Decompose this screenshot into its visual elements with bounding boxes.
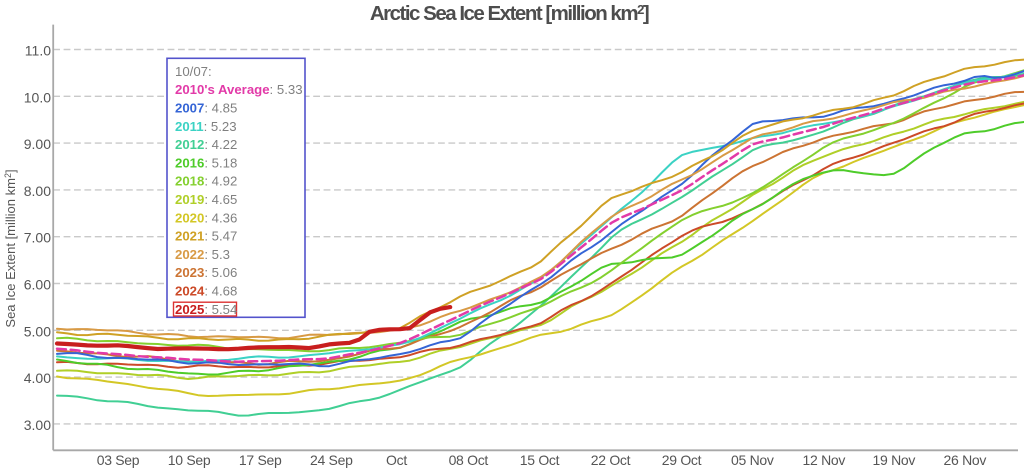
svg-text:17 Sep: 17 Sep (239, 452, 282, 468)
svg-text:2011: 5.23: 2011: 5.23 (175, 119, 237, 134)
svg-text:08 Oct: 08 Oct (449, 452, 489, 468)
svg-text:7.00: 7.00 (24, 230, 51, 246)
svg-text:4.00: 4.00 (24, 370, 51, 386)
svg-text:5.00: 5.00 (24, 323, 51, 339)
svg-text:26 Nov: 26 Nov (944, 452, 987, 468)
svg-text:29 Oct: 29 Oct (662, 452, 702, 468)
svg-text:2018: 4.92: 2018: 4.92 (175, 174, 237, 189)
svg-text:Arctic Sea Ice Extent [million: Arctic Sea Ice Extent [million km2] (370, 2, 649, 25)
svg-text:2025: 5.54: 2025: 5.54 (175, 302, 237, 317)
svg-text:8.00: 8.00 (24, 183, 51, 199)
svg-text:22 Oct: 22 Oct (591, 452, 631, 468)
svg-text:12 Nov: 12 Nov (803, 452, 846, 468)
svg-text:2010's Average: 5.33: 2010's Average: 5.33 (175, 82, 303, 97)
svg-text:2023: 5.06: 2023: 5.06 (175, 265, 237, 280)
svg-text:2019: 4.65: 2019: 4.65 (175, 192, 237, 207)
svg-text:24 Sep: 24 Sep (310, 452, 353, 468)
svg-text:19 Nov: 19 Nov (873, 452, 916, 468)
svg-text:Oct: Oct (386, 452, 407, 468)
svg-text:05 Nov: 05 Nov (731, 452, 774, 468)
svg-text:11.0: 11.0 (25, 43, 51, 59)
svg-text:9.00: 9.00 (24, 136, 51, 152)
svg-text:03 Sep: 03 Sep (97, 452, 140, 468)
svg-text:2024: 4.68: 2024: 4.68 (175, 284, 237, 299)
svg-text:10/07:: 10/07: (175, 64, 212, 79)
svg-text:3.00: 3.00 (24, 417, 51, 433)
svg-text:2007: 4.85: 2007: 4.85 (175, 101, 237, 116)
svg-text:2012: 4.22: 2012: 4.22 (175, 137, 237, 152)
svg-text:Sea Ice Extent [million km2]: Sea Ice Extent [million km2] (3, 169, 18, 327)
svg-text:10 Sep: 10 Sep (168, 452, 211, 468)
svg-text:6.00: 6.00 (24, 277, 51, 293)
svg-text:2021: 5.47: 2021: 5.47 (175, 229, 237, 244)
svg-text:2022: 5.3: 2022: 5.3 (175, 247, 230, 262)
svg-text:2016: 5.18: 2016: 5.18 (175, 155, 237, 170)
svg-text:2020: 4.36: 2020: 4.36 (175, 210, 237, 225)
svg-text:15 Oct: 15 Oct (520, 452, 560, 468)
svg-text:10.0: 10.0 (24, 89, 51, 105)
